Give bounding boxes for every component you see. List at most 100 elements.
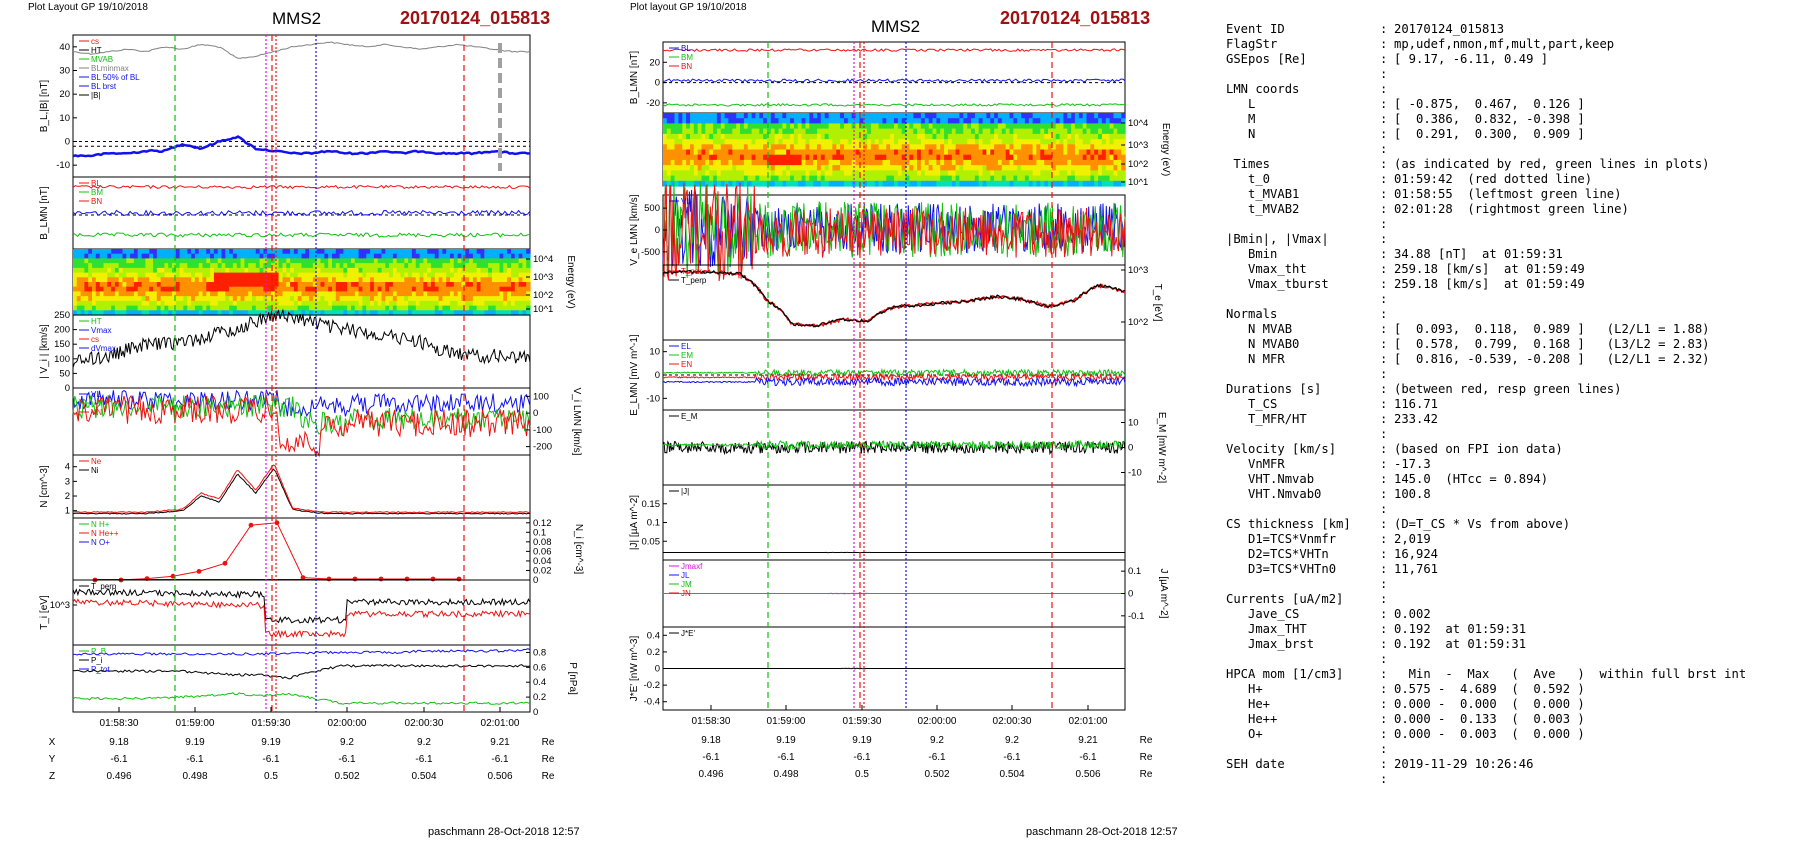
spectrogram-cell	[886, 113, 891, 119]
spectrogram-cell	[419, 310, 424, 316]
info-value: [ 0.816, -0.539, -0.208 ] (L2/L1 = 2.32)	[1394, 352, 1710, 366]
spectrogram-cell	[997, 113, 1003, 119]
x-tick-label: 02:00:00	[918, 716, 957, 727]
series-EM	[662, 376, 1126, 388]
spectrogram-cell	[282, 267, 287, 274]
spectrogram-cell	[724, 159, 730, 166]
spectrogram-cell	[259, 286, 264, 292]
spectrogram-cell	[488, 267, 493, 274]
spectrogram-cell	[255, 286, 261, 292]
spectrogram-cell	[1036, 175, 1041, 182]
series-Ne	[72, 464, 531, 514]
spectrogram-cell	[351, 258, 356, 264]
spectrogram-cell	[813, 144, 818, 151]
spectrogram-cell	[221, 258, 226, 264]
spectrogram-cell	[693, 128, 699, 135]
spectrogram-cell	[141, 253, 146, 259]
spectrogram-cell	[982, 123, 988, 130]
axis-label: P [nPa]	[567, 662, 578, 695]
spectrogram-cell	[701, 165, 706, 171]
spectrogram-cell	[274, 296, 280, 302]
spectrogram-cell	[438, 277, 443, 283]
spectrogram-cell	[293, 282, 299, 288]
spectrogram-cell	[320, 249, 325, 255]
spectrogram-cell	[202, 263, 207, 269]
spectrogram-cell	[373, 253, 379, 259]
y-tick-label: 10	[1128, 418, 1139, 429]
spectrogram-cell	[820, 123, 826, 130]
spectrogram-cell	[92, 282, 97, 288]
left-figure-title: MMS2	[272, 9, 322, 28]
spectrogram-cell	[801, 149, 807, 156]
spectrogram-cell	[495, 300, 501, 307]
spectrogram-cell	[495, 286, 501, 292]
spectrogram-cell	[793, 118, 799, 124]
spectrogram-cell	[759, 113, 764, 119]
spectrogram-cell	[480, 300, 485, 307]
spectrogram-cell	[759, 159, 764, 166]
spectrogram-cell	[1109, 165, 1115, 171]
spectrogram-cell	[476, 263, 482, 269]
spectrogram-cell	[886, 180, 891, 187]
spectrogram-cell	[431, 286, 436, 292]
spectrogram-cell	[917, 128, 922, 135]
spectrogram-cell	[153, 267, 158, 274]
spectrogram-cell	[290, 249, 295, 255]
spectrogram-cell	[225, 258, 230, 264]
spectrogram-cell	[1013, 159, 1018, 166]
spectrogram-cell	[920, 118, 926, 124]
spectrogram-cell	[480, 277, 485, 283]
spectrogram-cell	[221, 249, 226, 255]
spectrogram-cell	[928, 159, 934, 166]
spectrogram-cell	[175, 296, 181, 302]
spectrogram-cell	[103, 258, 108, 264]
spectrogram-cell	[859, 113, 864, 119]
spectrogram-cell	[1121, 170, 1126, 177]
spectrogram-cell	[343, 258, 348, 264]
spectrogram-cell	[396, 249, 402, 255]
spectrogram-cell	[153, 253, 158, 259]
spectrogram-cell	[328, 258, 333, 264]
spectrogram-cell	[855, 154, 860, 161]
spectrogram-cell	[997, 133, 1003, 140]
spectrogram-cell	[442, 277, 447, 283]
spectrogram-cell	[392, 305, 398, 311]
info-separator: :	[1380, 37, 1388, 51]
spectrogram-cell	[301, 263, 306, 269]
spectrogram-cell	[305, 277, 310, 283]
spectrogram-cell	[301, 249, 306, 255]
spectrogram-cell	[309, 258, 314, 264]
spectrogram-cell	[293, 277, 299, 283]
info-key: H+	[1226, 682, 1263, 696]
spectrogram-cell	[210, 305, 215, 311]
spectrogram-cell	[724, 118, 730, 124]
spectrogram-cell	[354, 286, 360, 292]
spectrogram-cell	[867, 170, 872, 177]
spectrogram-cell	[419, 253, 424, 259]
spectrogram-cell	[701, 133, 706, 140]
spectrogram-cell	[472, 249, 478, 255]
spectrogram-cell	[507, 267, 512, 274]
spectrogram-cell	[484, 258, 489, 264]
info-row: VHT.Nmvab:145.0 (HTcc = 0.894)	[1226, 472, 1802, 487]
panel-frame	[662, 484, 1126, 561]
spectrogram-cell	[232, 258, 238, 264]
spectrogram-cell	[770, 128, 776, 135]
spectrogram-cell	[1086, 170, 1091, 177]
spectrogram-cell	[713, 128, 718, 135]
spectrogram-cell	[920, 175, 926, 182]
spectrogram-cell	[747, 118, 753, 124]
axis-label: E_M [mW m^-2]	[1156, 412, 1167, 484]
spectrogram-cell	[255, 296, 261, 302]
spectrogram-cell	[1117, 170, 1122, 177]
spectrogram-cell	[103, 305, 108, 311]
spectrogram-cell	[1017, 154, 1022, 161]
spectrogram-cell	[1036, 144, 1041, 151]
spectrogram-cell	[967, 180, 972, 187]
spectrogram-cell	[1098, 113, 1103, 119]
spectrogram-cell	[164, 253, 169, 259]
spectrogram-cell	[442, 305, 447, 311]
spectrogram-cell	[370, 263, 375, 269]
spectrogram-cell	[191, 286, 196, 292]
spectrogram-cell	[84, 253, 89, 259]
